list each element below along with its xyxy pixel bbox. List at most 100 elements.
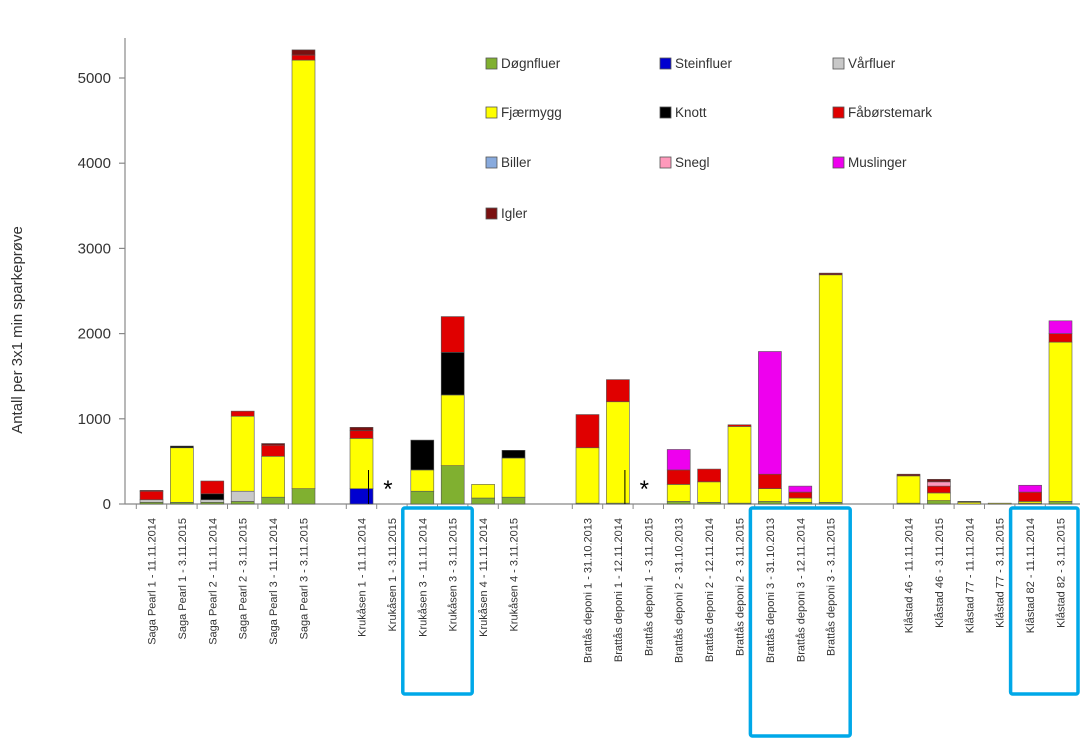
bar-segment-fåbørstemark	[261, 444, 285, 457]
bar-segment-fjærmygg	[440, 394, 465, 466]
bar-segment-fåbørstemark	[666, 469, 691, 485]
bar-segment-muslinger	[1018, 484, 1042, 493]
bar-segment-snegl	[927, 481, 951, 487]
category-label: Brattås deponi 1 - 12.11.2014	[613, 518, 625, 662]
highlight-boxes	[401, 506, 1080, 738]
bar-segment-fjærmygg	[666, 484, 691, 502]
bar-segment-døgnfluer	[666, 501, 691, 505]
bar-segment-fjærmygg	[349, 438, 374, 489]
y-tick-label: 4000	[78, 155, 111, 172]
bar-segment-igler	[927, 478, 951, 483]
bar-segment-døgnfluer	[261, 496, 285, 505]
legend-label: Steinfluer	[675, 56, 733, 71]
bar-segment-døgnfluer	[758, 501, 782, 505]
bar-segment-igler	[261, 443, 285, 446]
bar-segment-fjærmygg	[410, 469, 435, 492]
bar-segment-fjærmygg	[818, 274, 843, 503]
bar-segment-knott	[170, 445, 194, 449]
category-label: Brattås deponi 3 - 12.11.2014	[795, 518, 807, 662]
category-labels: Saga Pearl 1 - 11.11.2014 Saga Pearl 1 - …	[147, 518, 1068, 663]
y-tick-label: 0	[103, 496, 111, 513]
bar-segment-steinfluer	[349, 488, 374, 505]
category-label: Saga Pearl 2 - 3.11.2015	[238, 518, 250, 640]
bars	[139, 49, 1073, 505]
category-label: Klåstad 46 - 3.11.2015	[934, 518, 946, 628]
legend-swatch	[832, 156, 845, 169]
category-label: Brattås deponi 2 - 12.11.2014	[704, 518, 716, 662]
bar-segment-muslinger	[666, 449, 691, 471]
bar-segment-døgnfluer	[471, 497, 495, 505]
legend-swatch	[832, 106, 845, 119]
bar-segment-fåbørstemark	[727, 424, 752, 427]
bar-segment-fåbørstemark	[349, 430, 374, 439]
legend-swatch	[659, 156, 672, 169]
bar-segment-fåbørstemark	[200, 480, 225, 495]
bar-segment-døgnfluer	[1048, 501, 1073, 505]
category-label: Saga Pearl 1 - 3.11.2015	[177, 518, 189, 640]
category-label: Krukåsen 1 - 11.11.2014	[357, 518, 369, 637]
bar-segment-fåbørstemark	[1018, 491, 1042, 502]
category-label: Klåstad 82 - 3.11.2015	[1056, 518, 1068, 628]
bar-segment-fjærmygg	[927, 492, 951, 501]
bar-segment-døgnfluer	[291, 488, 316, 505]
bar-segment-fåbørstemark	[1048, 333, 1073, 343]
legend-label: Døgnfluer	[501, 56, 561, 71]
highlight-box	[748, 506, 852, 738]
legend-swatch	[659, 57, 672, 70]
highlight-box	[1008, 506, 1080, 696]
bar-segment-fjærmygg	[697, 481, 721, 503]
bar-segment-fåbørstemark	[139, 490, 164, 501]
category-label: Klåstad 82 - 11.11.2014	[1025, 518, 1037, 633]
y-tick-label: 2000	[78, 326, 111, 343]
category-label: Saga Pearl 2 - 11.11.2014	[207, 518, 219, 645]
legend-swatch	[659, 106, 672, 119]
bar-segment-fåbørstemark	[440, 316, 465, 353]
legend-label: Fåbørstemark	[848, 105, 932, 120]
y-tick-label: 5000	[78, 70, 111, 87]
y-tick-label: 3000	[78, 240, 111, 257]
category-label: Krukåsen 3 - 11.11.2014	[417, 518, 429, 637]
legend-label: Igler	[501, 206, 528, 221]
bar-segment-døgnfluer	[501, 496, 526, 505]
legend-swatch	[485, 57, 498, 70]
category-label: Klåstad 46 - 11.11.2014	[904, 518, 916, 633]
category-label: Saga Pearl 3 - 3.11.2015	[299, 518, 311, 640]
category-label: Brattås deponi 2 - 31.10.2013	[674, 518, 686, 663]
highlight-box	[401, 506, 474, 696]
bar-segment-døgnfluer	[440, 465, 465, 505]
bar-segment-muslinger	[1048, 320, 1073, 334]
y-tick-label: 1000	[78, 411, 111, 428]
bar-segment-døgnfluer	[927, 500, 951, 505]
bar-segment-knott	[501, 450, 526, 459]
bar-segment-igler	[139, 490, 164, 492]
bar-segment-døgnfluer	[230, 501, 255, 505]
category-label: Brattås deponi 1 - 31.10.2013	[583, 518, 595, 663]
bar-segment-fjærmygg	[896, 475, 921, 504]
bar-segment-døgnfluer	[410, 490, 435, 505]
category-label: Krukåsen 1 - 3.11.2015	[387, 518, 399, 632]
bar-segment-fjærmygg	[261, 455, 285, 498]
bar-segment-knott	[440, 352, 465, 396]
bar-segment-fjærmygg	[471, 484, 495, 499]
category-label: Saga Pearl 1 - 11.11.2014	[147, 518, 159, 645]
legend-swatch	[485, 106, 498, 119]
bar-segment-fjærmygg	[291, 59, 316, 489]
legend-swatch	[832, 57, 845, 70]
legend-label: Fjærmygg	[501, 105, 562, 120]
bar-segment-knott	[200, 493, 225, 501]
bar-segment-fjærmygg	[987, 502, 1012, 505]
bar-segment-fjærmygg	[170, 447, 194, 503]
legend-label: Biller	[501, 155, 532, 170]
missing-marker: *	[383, 476, 392, 503]
legend-label: Knott	[675, 105, 707, 120]
category-label: Brattås deponi 2 - 3.11.2015	[735, 518, 747, 656]
category-label: Saga Pearl 3 - 11.11.2014	[268, 518, 280, 645]
bar-segment-fjærmygg	[1048, 341, 1073, 502]
bar-segment-fjærmygg	[606, 401, 630, 504]
legend-label: Muslinger	[848, 155, 907, 170]
bar-segment-igler	[349, 427, 374, 432]
legend-swatch	[485, 156, 498, 169]
legend-swatch	[485, 207, 498, 220]
legend-label: Snegl	[675, 155, 710, 170]
